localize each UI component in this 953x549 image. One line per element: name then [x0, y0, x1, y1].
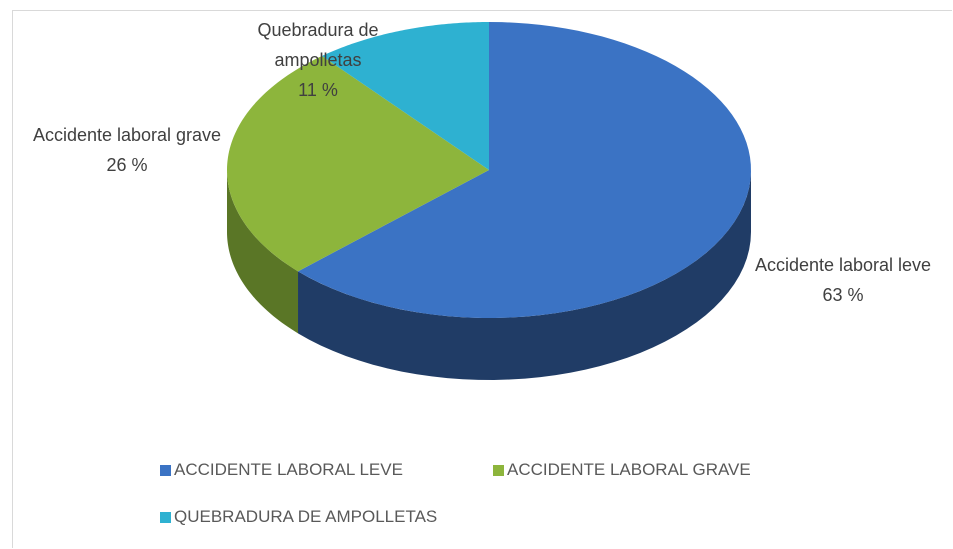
data-label-category: Accidente laboral grave	[32, 125, 222, 145]
data-label-value: 11 %	[298, 80, 338, 100]
legend-item: ACCIDENTE LABORAL LEVE	[160, 460, 403, 480]
data-label-value: 63 %	[822, 285, 864, 305]
legend-label: QUEBRADURA DE AMPOLLETAS	[174, 507, 438, 526]
legend-label: ACCIDENTE LABORAL GRAVE	[507, 460, 751, 479]
data-label-category: Accidente laboral leve	[754, 255, 932, 275]
slice	[321, 22, 489, 170]
slice	[298, 22, 751, 318]
data-label: Quebradura de ampolletas 11 %	[223, 15, 413, 105]
slice-side	[227, 170, 299, 334]
data-label-category: Quebradura de ampolletas	[257, 20, 379, 70]
data-label-value: 26 %	[106, 155, 148, 175]
legend-swatch	[493, 464, 504, 476]
legend-item: ACCIDENTE LABORAL GRAVE	[493, 460, 751, 480]
legend-swatch	[160, 464, 171, 476]
legend-item: QUEBRADURA DE AMPOLLETAS	[160, 507, 437, 527]
data-label: Accidente laboral grave 26 %	[32, 120, 222, 180]
slice-side	[298, 170, 751, 380]
legend-label: ACCIDENTE LABORAL LEVE	[174, 460, 403, 479]
slice	[227, 55, 490, 272]
data-label: Accidente laboral leve 63 %	[748, 250, 938, 310]
legend-swatch	[160, 511, 171, 523]
chart-frame	[12, 10, 952, 548]
